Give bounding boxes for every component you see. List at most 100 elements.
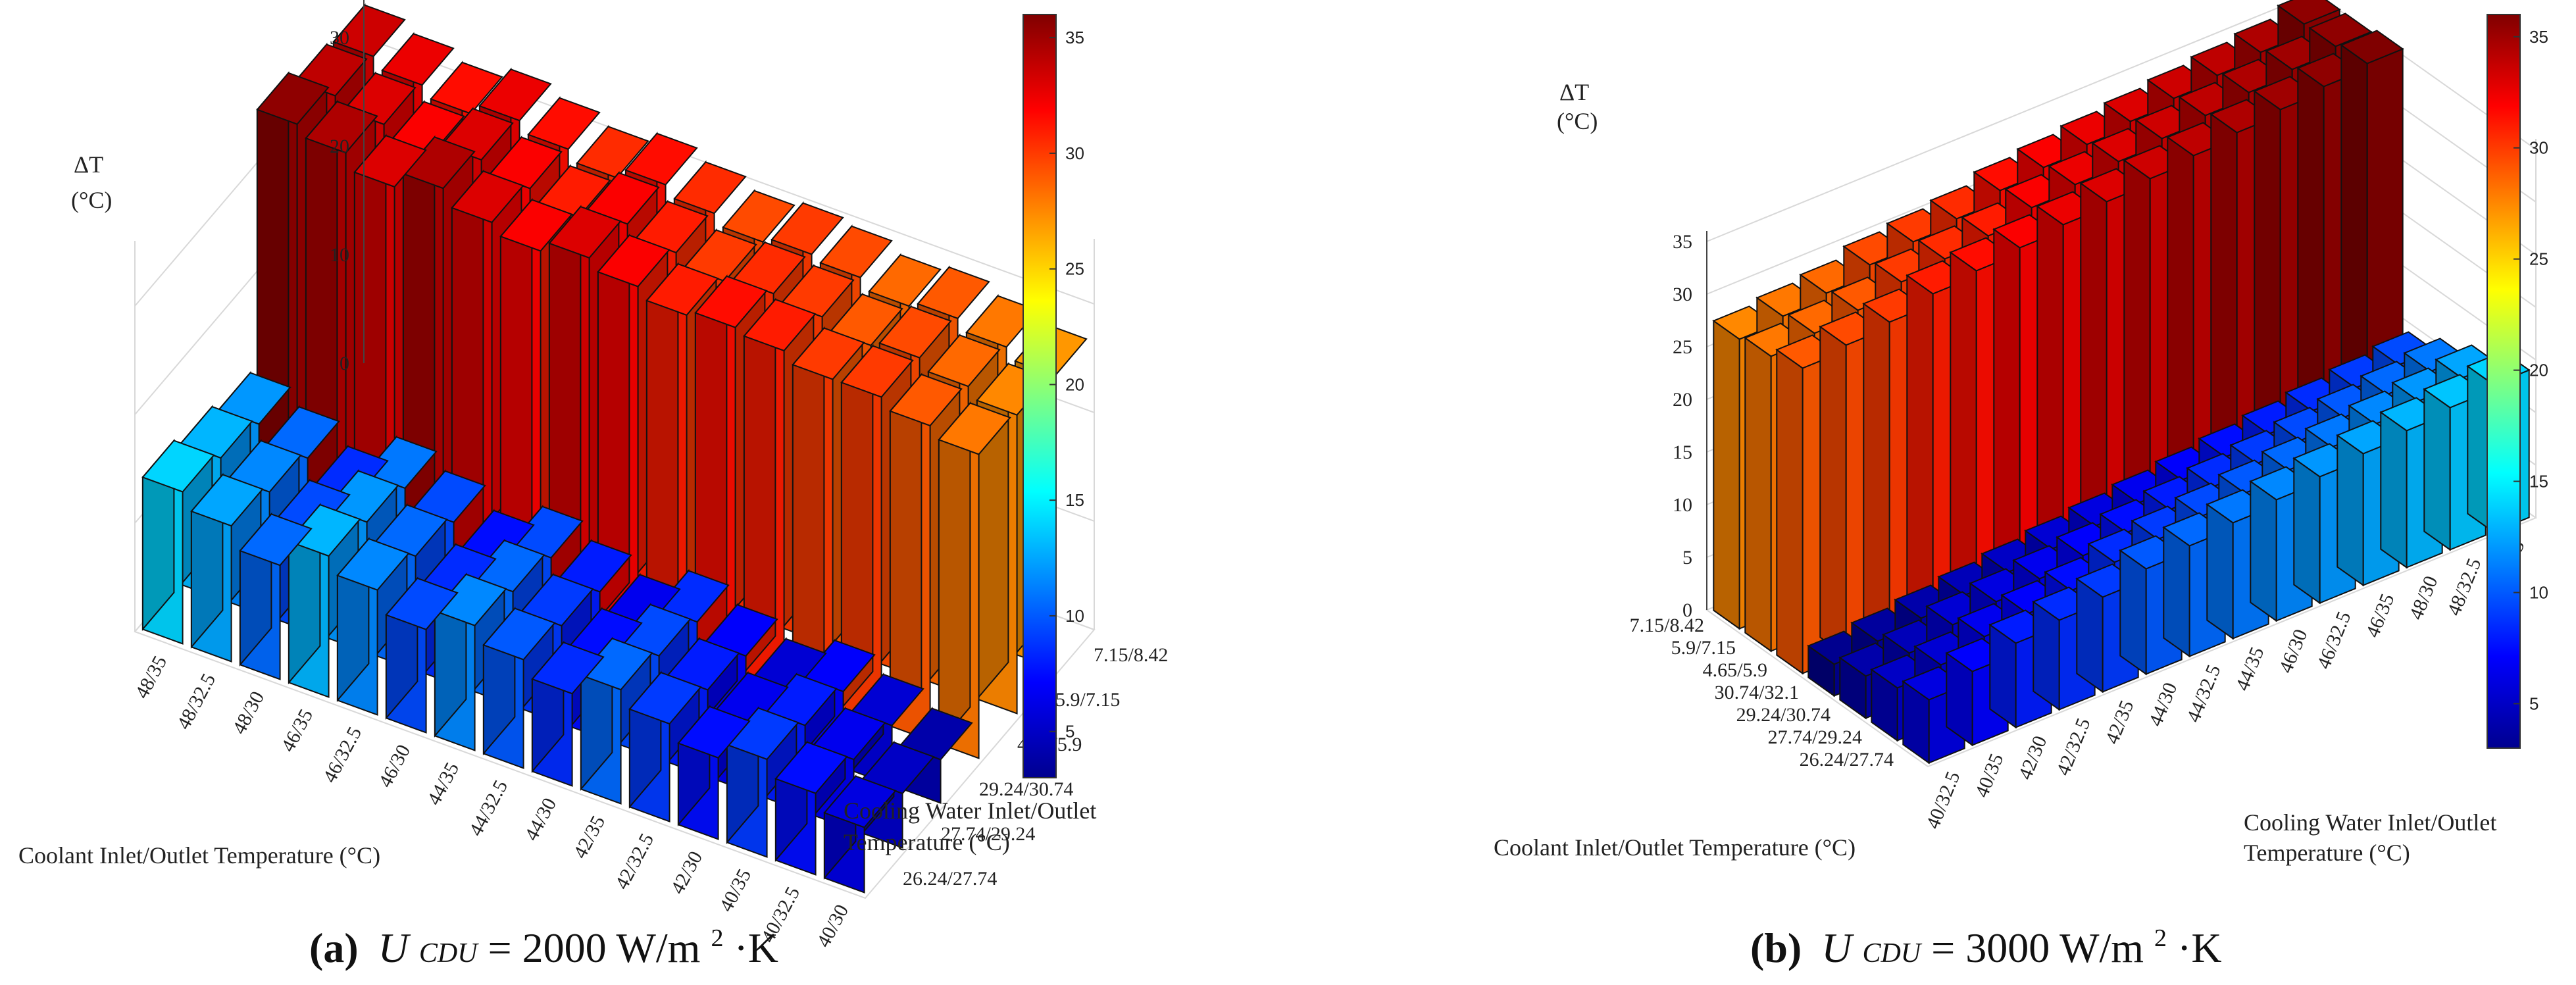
bar-side-face xyxy=(2293,457,2321,605)
bar xyxy=(645,262,719,653)
bar xyxy=(2340,30,2404,444)
bar-top-face xyxy=(743,298,817,352)
bar xyxy=(482,606,556,769)
bar xyxy=(628,670,702,822)
bar-top-face xyxy=(381,33,455,86)
bar-top-face xyxy=(770,202,844,255)
caption-a: (a) U CDU = 2000 W/m 2 ·K xyxy=(309,909,778,971)
panel-a-colorbar-ticks: 5 10 15 20 25 30 35 xyxy=(1049,28,1084,742)
panel-a-y-tick-label: 5.9/7.15 xyxy=(1055,689,1120,711)
bar-top-face xyxy=(2277,0,2341,25)
panel-b-ylabel-line1: Cooling Water Inlet/Outlet xyxy=(2244,809,2496,836)
bar-side-face xyxy=(792,326,825,693)
panel-b-xlabel: Coolant Inlet/Outlet Temperature (°C) xyxy=(1494,834,1856,861)
bar-top-face xyxy=(819,225,893,278)
panel-a-colorbar: 5 10 15 20 25 30 35 xyxy=(1023,14,1084,778)
panel-b-z-tick-label: 0 xyxy=(1682,599,1692,621)
panel-b-y-tick-label: 30.74/32.1 xyxy=(1715,682,1799,703)
panel-b-z-tick-label: 35 xyxy=(1673,231,1692,253)
panel-b-colorbar-tick-label: 15 xyxy=(2529,472,2548,492)
panel-a-x-tick-label: 40/30 xyxy=(813,901,853,951)
bar-side-face xyxy=(2250,480,2277,622)
panel-b-x-tick-label: 48/32.5 xyxy=(2443,555,2486,619)
caption-a-subscript: CDU xyxy=(419,938,479,969)
panel-a-x-tick-label: 44/30 xyxy=(520,794,561,844)
panel-a-z-tick-label: 30 xyxy=(330,27,349,49)
bar-side-face xyxy=(2380,411,2408,569)
bar-side-face xyxy=(2336,434,2364,587)
bar xyxy=(823,774,897,894)
caption-a-letter: (a) xyxy=(309,924,359,971)
panel-a-colorbar-gradient xyxy=(1023,14,1057,778)
panel-b-zgrid-back xyxy=(1706,0,2299,242)
panel-a-z-tick-label: 0 xyxy=(340,353,349,374)
bar-side-face xyxy=(2206,503,2234,640)
panel-a-x-tick-label: 42/32.5 xyxy=(611,830,658,893)
bar-top-face xyxy=(288,503,361,557)
panel-b-z-tick-label: 10 xyxy=(1673,494,1692,516)
panel-b-x-tick-label: 44/30 xyxy=(2144,680,2181,730)
panel-a-chart: 0 10 20 30 48/35 48/32.5 48/30 46/35 46/32.5 46/3… xyxy=(18,0,1168,951)
bar xyxy=(239,512,313,680)
panel-a-x-tick-label: 42/30 xyxy=(667,847,707,897)
panel-b-x-tick-label: 44/32.5 xyxy=(2183,662,2225,726)
caption-b-rest: = 3000 W/m xyxy=(1931,924,2144,971)
bar-top-face xyxy=(332,4,406,57)
bar-side-face xyxy=(1744,336,1772,653)
panel-b-x-tick-label: 42/32.5 xyxy=(2052,715,2095,779)
bar xyxy=(774,740,848,876)
panel-b-chart: 0 5 10 15 20 25 30 35 40/32.5 40/35 42/30 42/32.5 42… xyxy=(1494,0,2548,866)
panel-a-colorbar-tick-label: 35 xyxy=(1065,28,1084,47)
bar-top-face xyxy=(141,440,215,493)
bar-top-face xyxy=(478,68,552,122)
panel-a-ylabel-line1: Cooling Water Inlet/Outlet xyxy=(844,797,1096,824)
bar-top-face xyxy=(499,199,573,252)
caption-b: (b) U CDU = 3000 W/m 2 ·K xyxy=(1750,909,2222,971)
panel-b-x-tick-label: 40/35 xyxy=(1971,751,2008,801)
panel-b-colorbar-tick-label: 5 xyxy=(2529,694,2538,713)
bar-top-face xyxy=(868,254,942,307)
bar-side-face xyxy=(938,401,971,746)
panel-a-x-tick-label: 46/35 xyxy=(277,705,317,755)
panel-a-colorbar-tick-label: 15 xyxy=(1065,490,1084,510)
bar-side-face xyxy=(2036,205,2064,568)
caption-b-symbol: U xyxy=(1821,924,1854,971)
bar-top-face xyxy=(2308,13,2373,47)
caption-b-unit: ·K xyxy=(2177,924,2222,971)
bar-top-face xyxy=(305,101,378,154)
caption-a-unit: ·K xyxy=(734,924,778,971)
panel-b-y-tick-label: 29.24/30.74 xyxy=(1736,704,1831,726)
panel-a-colorbar-tick-label: 20 xyxy=(1065,374,1084,394)
panel-b-x-tick-label: 44/35 xyxy=(2231,644,2268,694)
bar xyxy=(385,576,459,734)
panel-b-x-tick-label: 40/32.5 xyxy=(1922,769,1965,832)
panel-b-x-tick-label: 46/32.5 xyxy=(2313,609,2356,672)
bar-top-face xyxy=(597,234,670,288)
bar-top-face xyxy=(645,263,719,316)
panel-b-colorbar-tick-label: 20 xyxy=(2529,361,2548,380)
bar-top-face xyxy=(840,345,914,398)
bar-side-face xyxy=(2076,577,2104,694)
panel-b-colorbar: 5 10 15 20 25 30 35 xyxy=(2487,14,2548,749)
panel-a-z-tick-label: 10 xyxy=(330,244,349,266)
bar-side-face xyxy=(1993,228,2021,586)
bar-top-face xyxy=(878,305,952,359)
bar xyxy=(840,343,914,724)
panel-a-colorbar-tick-label: 30 xyxy=(1065,143,1084,163)
panel-b-ylabel-line2: Temperature (°C) xyxy=(2244,840,2410,866)
panel-a-x-tick-label: 40/35 xyxy=(715,865,755,915)
panel-a-x-tick-label: 46/32.5 xyxy=(318,723,366,786)
bar xyxy=(190,472,264,663)
panel-a-z-tick-label: 20 xyxy=(330,136,349,157)
panel-b-colorbar-tick-label: 30 xyxy=(2529,138,2548,158)
bar-top-face xyxy=(576,126,649,179)
bar-top-face xyxy=(190,474,264,527)
bar xyxy=(288,503,361,698)
panel-a-bars xyxy=(141,3,1088,894)
panel-b-colorbar-tick-label: 35 xyxy=(2529,27,2548,47)
panel-a-x-tick-label: 44/35 xyxy=(423,759,463,809)
panel-a-y-tick-label: 26.24/27.74 xyxy=(903,868,997,890)
caption-a-symbol: U xyxy=(378,924,411,971)
caption-b-letter: (b) xyxy=(1750,924,1802,971)
bar xyxy=(499,197,573,599)
